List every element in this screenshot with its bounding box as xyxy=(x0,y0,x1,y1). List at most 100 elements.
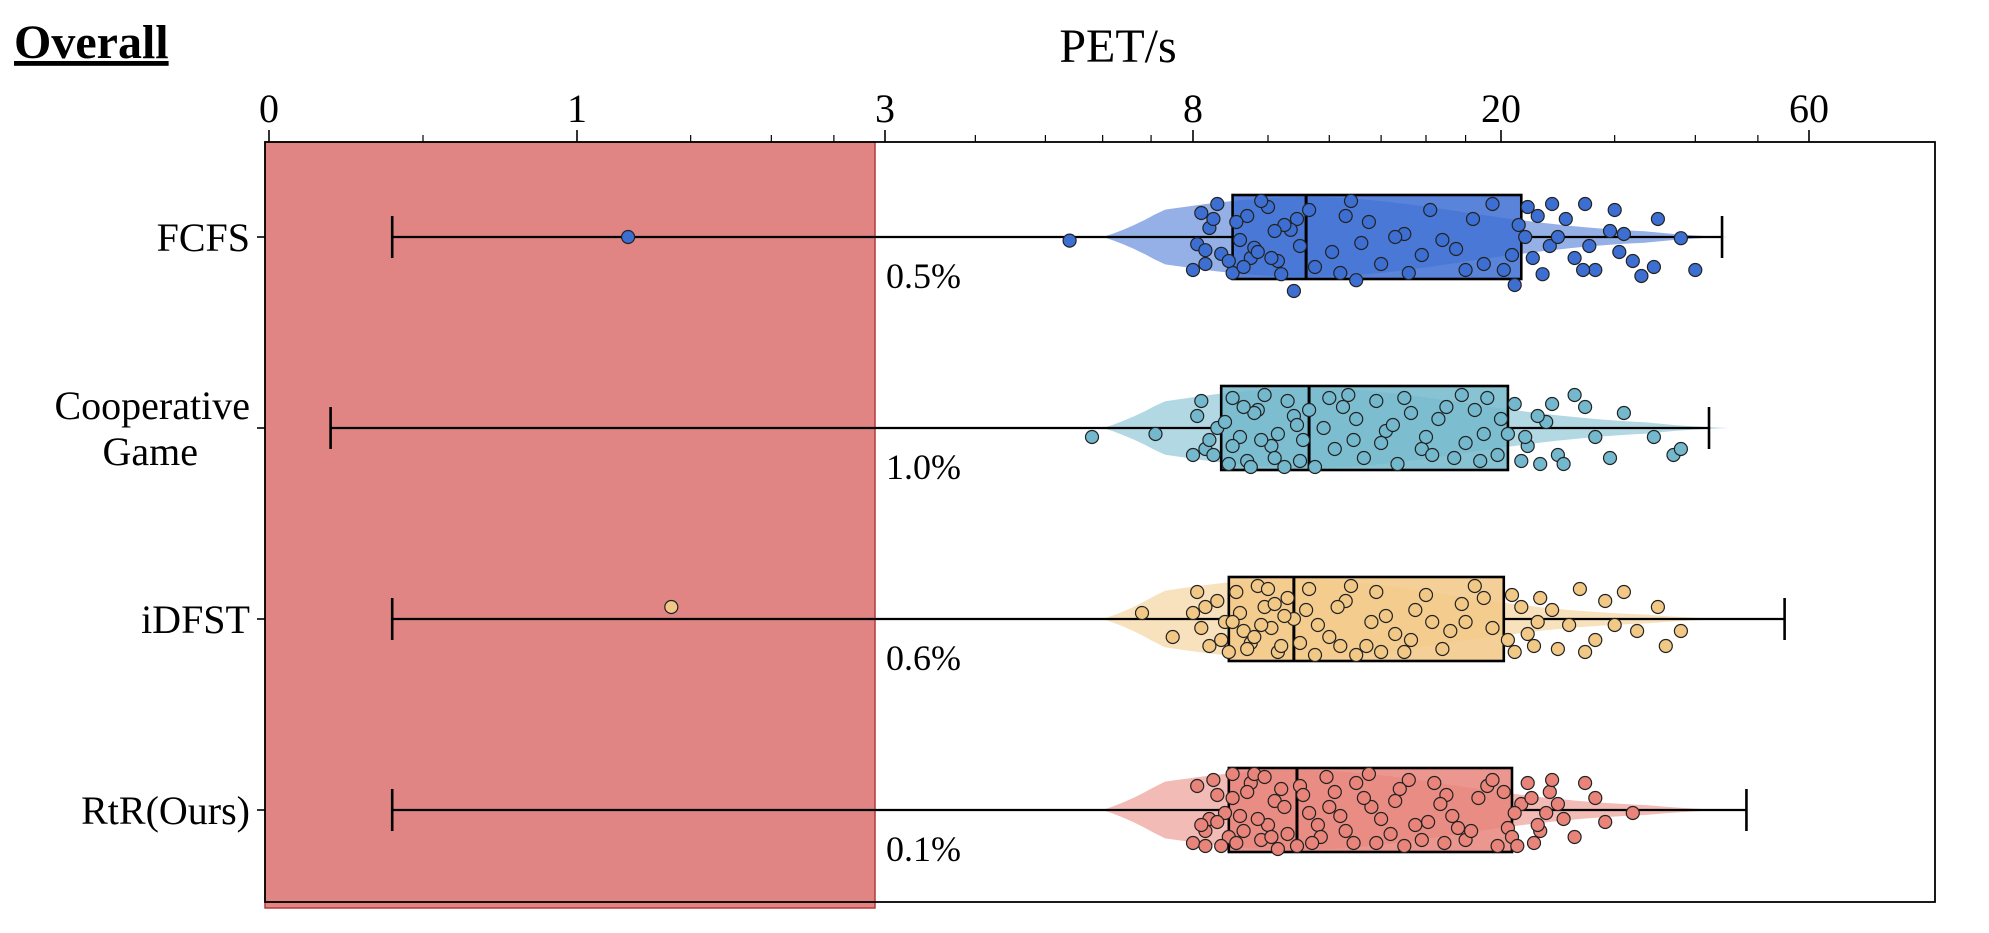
data-point xyxy=(1526,638,1542,654)
data-point xyxy=(1333,638,1348,654)
data-point xyxy=(1418,587,1434,603)
data-point xyxy=(1361,214,1377,230)
data-point xyxy=(1607,617,1622,633)
data-point xyxy=(1629,623,1645,639)
data-point xyxy=(1221,253,1236,269)
data-point xyxy=(1206,772,1221,788)
data-point xyxy=(1496,262,1511,278)
data-point xyxy=(1364,799,1379,815)
data-point xyxy=(1232,232,1248,248)
data-point xyxy=(1225,790,1240,806)
data-point xyxy=(1229,214,1244,230)
data-point xyxy=(1341,387,1356,403)
danger-share-label: 0.1% xyxy=(886,829,961,869)
data-point xyxy=(1518,429,1533,445)
data-point xyxy=(1530,614,1545,630)
data-point xyxy=(1198,599,1213,615)
data-point xyxy=(1425,614,1440,630)
data-point xyxy=(1533,590,1548,606)
data-point xyxy=(1274,781,1289,797)
data-point xyxy=(1190,778,1205,794)
data-point xyxy=(1206,211,1221,227)
data-point xyxy=(1369,584,1384,600)
data-point xyxy=(1588,790,1603,806)
data-point xyxy=(1408,602,1423,618)
data-point xyxy=(1420,814,1436,830)
data-point xyxy=(1210,593,1225,609)
danger-share-labels: 0.5% 1.0% 0.6% 0.1% xyxy=(886,256,961,869)
data-point xyxy=(1385,417,1401,433)
data-point xyxy=(1364,614,1379,630)
data-point xyxy=(1602,223,1618,239)
data-point xyxy=(1577,644,1593,660)
category-label: Game xyxy=(102,429,198,474)
data-point xyxy=(1431,411,1446,427)
data-point xyxy=(1507,644,1522,660)
data-point xyxy=(1292,635,1308,651)
data-point xyxy=(1270,841,1286,857)
data-point xyxy=(1476,426,1491,442)
data-point xyxy=(1612,244,1627,260)
category-label: iDFST xyxy=(141,597,250,642)
x-axis: 0 1 3 8 20 60 xyxy=(259,86,1829,142)
data-point xyxy=(1225,390,1240,406)
data-point xyxy=(1388,229,1403,245)
data-point xyxy=(1198,256,1213,272)
data-point xyxy=(1316,420,1331,436)
data-point xyxy=(1264,250,1279,266)
data-point xyxy=(1544,602,1560,618)
data-point xyxy=(1520,626,1535,642)
data-point xyxy=(1240,641,1255,657)
danger-zone xyxy=(264,141,876,909)
data-point xyxy=(1598,593,1613,609)
data-point xyxy=(1437,835,1452,851)
data-point xyxy=(1673,231,1689,246)
data-point xyxy=(1504,247,1520,263)
data-point xyxy=(1397,838,1412,854)
data-point xyxy=(1458,614,1473,630)
data-point xyxy=(1295,787,1311,803)
data-point xyxy=(1650,599,1666,615)
data-point xyxy=(1433,796,1448,812)
data-point xyxy=(1476,590,1491,606)
data-point xyxy=(1447,450,1462,466)
data-point xyxy=(1439,399,1454,415)
data-point xyxy=(1280,393,1295,409)
plot-frame xyxy=(264,141,1936,903)
violin-layer xyxy=(1102,197,1729,850)
data-point xyxy=(1485,772,1500,788)
data-point xyxy=(1349,411,1364,427)
data-point xyxy=(1236,399,1251,415)
data-point xyxy=(1414,832,1429,848)
data-point xyxy=(1301,805,1317,821)
data-point xyxy=(1289,211,1305,227)
data-point xyxy=(1388,626,1403,642)
category-label: RtR(Ours) xyxy=(81,788,250,833)
data-point xyxy=(1490,447,1505,463)
data-point xyxy=(1607,202,1622,218)
data-point xyxy=(1544,772,1560,788)
data-point xyxy=(1490,838,1505,854)
data-point xyxy=(1194,817,1209,833)
data-point xyxy=(1450,820,1466,836)
data-point xyxy=(1349,775,1364,791)
danger-share-label: 0.5% xyxy=(886,256,961,296)
data-point xyxy=(1247,629,1262,645)
data-point xyxy=(1194,620,1209,636)
data-point xyxy=(1221,456,1236,472)
data-point xyxy=(1354,235,1369,251)
data-point xyxy=(1408,817,1423,833)
data-point xyxy=(1194,393,1209,409)
data-point xyxy=(1445,808,1460,824)
x-tick-label: 8 xyxy=(1183,86,1203,131)
data-point xyxy=(1507,396,1522,412)
data-point xyxy=(1257,387,1272,403)
data-point xyxy=(1349,647,1364,663)
data-point xyxy=(1292,453,1308,469)
data-point xyxy=(1257,769,1272,785)
data-point xyxy=(1403,405,1419,421)
data-point xyxy=(1397,390,1412,406)
data-point xyxy=(1307,459,1323,475)
data-point xyxy=(1229,584,1244,600)
data-point xyxy=(1310,817,1326,833)
